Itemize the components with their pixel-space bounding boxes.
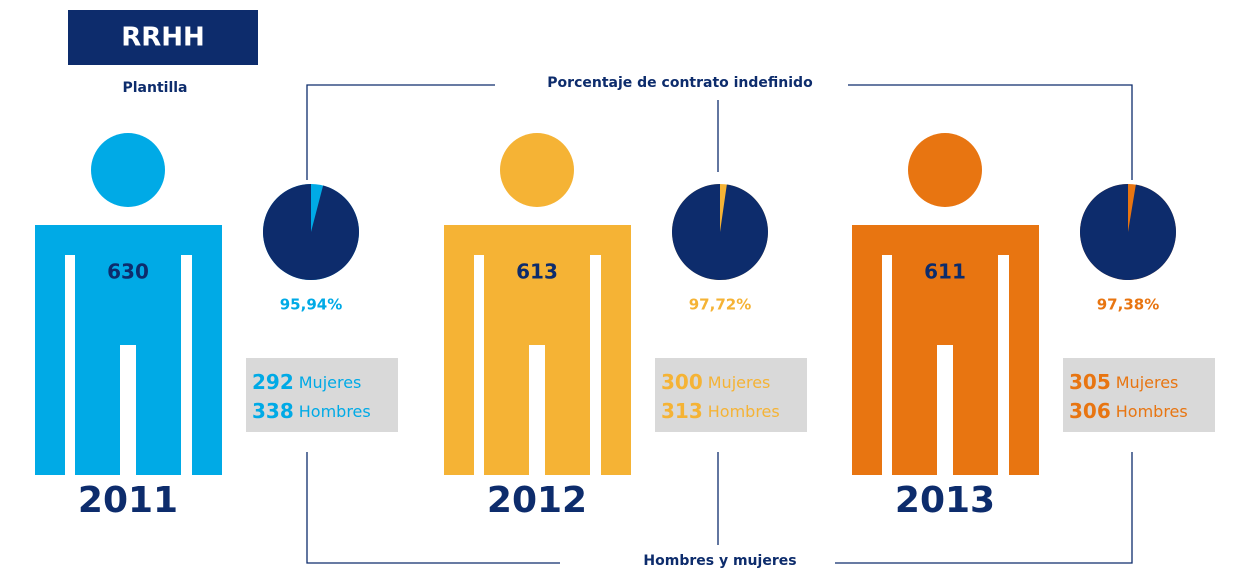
year: 2013 <box>895 480 995 521</box>
gender-count: 306 <box>1069 399 1111 423</box>
body <box>35 225 222 475</box>
total: 630 <box>107 260 149 284</box>
head <box>91 133 165 207</box>
header-box <box>68 10 258 65</box>
pie-slice <box>1080 184 1177 280</box>
contract-label: Porcentaje de contrato indefinido <box>547 75 813 91</box>
body <box>852 225 1039 475</box>
gender-label: Hombres y mujeres <box>643 553 796 569</box>
gender-count: 300 <box>661 370 703 394</box>
gender-count: 338 <box>252 399 294 423</box>
body <box>444 225 631 475</box>
total: 613 <box>516 260 558 284</box>
title: RRHH <box>121 23 205 53</box>
gender-name: Mujeres <box>299 373 362 392</box>
percent-label: 95,94% <box>280 296 342 314</box>
gender-line: 338 Hombres <box>252 399 371 423</box>
gender-line: 300 Mujeres <box>661 370 770 394</box>
gender-line: 313 Hombres <box>661 399 780 423</box>
gender-line: 305 Mujeres <box>1069 370 1178 394</box>
head <box>908 133 982 207</box>
head <box>500 133 574 207</box>
connectors <box>306 84 1133 564</box>
gender-box <box>246 358 398 432</box>
gender-count: 313 <box>661 399 703 423</box>
year: 2011 <box>78 480 178 521</box>
gender-name: Mujeres <box>708 373 771 392</box>
percent-label: 97,38% <box>1097 296 1159 314</box>
total: 611 <box>924 260 966 284</box>
gender-name: Mujeres <box>1116 373 1179 392</box>
gender-line: 292 Mujeres <box>252 370 361 394</box>
gender-count: 292 <box>252 370 294 394</box>
subtitle: Plantilla <box>122 80 187 96</box>
gender-name: Hombres <box>1116 402 1188 421</box>
gender-box <box>655 358 807 432</box>
pie-slice <box>262 184 359 280</box>
gender-name: Hombres <box>708 402 780 421</box>
year: 2012 <box>487 480 587 521</box>
gender-count: 305 <box>1069 370 1111 394</box>
gender-line: 306 Hombres <box>1069 399 1188 423</box>
percent-label: 97,72% <box>689 296 751 314</box>
pie-slice <box>672 184 769 280</box>
gender-box <box>1063 358 1215 432</box>
gender-name: Hombres <box>299 402 371 421</box>
